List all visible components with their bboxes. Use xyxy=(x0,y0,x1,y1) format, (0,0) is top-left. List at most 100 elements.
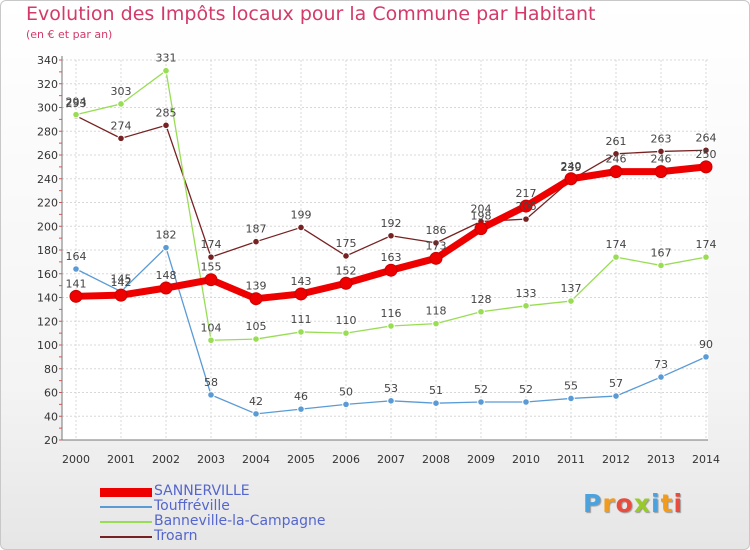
data-point xyxy=(72,110,80,119)
legend-swatch xyxy=(100,521,152,523)
legend-swatch xyxy=(100,487,152,497)
data-point xyxy=(477,307,485,316)
y-tick-label: 260 xyxy=(37,149,58,162)
data-label: 204 xyxy=(471,203,492,216)
data-label: 46 xyxy=(294,390,308,403)
data-label: 331 xyxy=(156,52,177,65)
data-point xyxy=(432,399,440,407)
data-point xyxy=(519,199,533,213)
data-label: 187 xyxy=(246,223,267,236)
chart-subtitle: (en € et par an) xyxy=(26,28,113,41)
data-point xyxy=(339,276,353,290)
x-tick-label: 2004 xyxy=(242,453,270,466)
data-point xyxy=(252,237,260,246)
data-label: 250 xyxy=(696,148,717,161)
data-point xyxy=(297,405,305,413)
data-point xyxy=(114,288,128,302)
y-tick-label: 180 xyxy=(37,244,58,257)
data-point xyxy=(657,147,665,156)
data-point xyxy=(567,297,575,305)
data-label: 174 xyxy=(201,238,222,251)
data-label: 128 xyxy=(471,293,492,306)
data-point xyxy=(204,273,218,287)
x-tick-label: 2002 xyxy=(152,453,180,466)
legend-swatch xyxy=(100,506,152,508)
data-point xyxy=(207,391,215,399)
data-point xyxy=(117,134,125,143)
data-point xyxy=(207,336,215,345)
data-label: 145 xyxy=(111,273,132,286)
data-point xyxy=(654,165,668,179)
data-point xyxy=(342,329,350,337)
chart-title: Evolution des Impôts locaux pour la Comm… xyxy=(26,3,596,25)
x-tick-label: 2014 xyxy=(692,453,720,466)
data-point xyxy=(384,263,398,277)
data-point xyxy=(117,100,125,108)
data-label: 264 xyxy=(696,131,717,144)
data-label: 55 xyxy=(564,379,578,392)
data-label: 192 xyxy=(381,217,402,230)
data-point xyxy=(657,373,665,381)
data-label: 57 xyxy=(609,377,623,390)
data-label: 52 xyxy=(474,383,488,396)
data-label: 110 xyxy=(336,314,357,327)
data-label: 42 xyxy=(249,395,263,408)
y-tick-label: 300 xyxy=(37,102,58,115)
data-point xyxy=(162,66,170,75)
x-tick-label: 2009 xyxy=(467,453,495,466)
data-label: 142 xyxy=(111,276,132,289)
data-label: 116 xyxy=(381,307,402,320)
x-tick-label: 2011 xyxy=(557,453,585,466)
x-tick-label: 2005 xyxy=(287,453,315,466)
data-label: 58 xyxy=(204,376,218,389)
x-tick-label: 2008 xyxy=(422,453,450,466)
data-label: 173 xyxy=(426,239,447,252)
y-tick-label: 60 xyxy=(44,387,58,400)
data-point xyxy=(477,398,485,406)
data-point xyxy=(162,121,170,130)
data-label: 104 xyxy=(201,321,222,334)
legend-label: Troarn xyxy=(154,528,198,544)
data-point xyxy=(207,253,215,261)
legend-swatch xyxy=(100,536,152,538)
y-tick-label: 280 xyxy=(37,125,58,138)
data-point xyxy=(432,239,440,247)
data-label: 111 xyxy=(291,313,312,326)
x-tick-label: 2000 xyxy=(62,453,90,466)
data-point xyxy=(297,328,305,336)
x-tick-label: 2003 xyxy=(197,453,225,466)
data-point xyxy=(657,261,665,270)
y-tick-label: 140 xyxy=(37,292,58,305)
data-point xyxy=(474,222,488,236)
data-label: 274 xyxy=(111,119,132,132)
x-tick-label: 2010 xyxy=(512,453,540,466)
data-label: 164 xyxy=(66,250,87,263)
plot-area xyxy=(62,60,708,440)
x-tick-label: 2013 xyxy=(647,453,675,466)
data-label: 240 xyxy=(561,160,582,173)
data-point xyxy=(387,322,395,330)
y-tick-label: 200 xyxy=(37,220,58,233)
data-label: 246 xyxy=(651,153,672,166)
data-point xyxy=(702,253,710,261)
data-point xyxy=(252,335,260,343)
y-tick-label: 160 xyxy=(37,268,58,281)
data-point xyxy=(612,392,620,400)
data-label: 51 xyxy=(429,384,443,397)
data-point xyxy=(249,292,263,306)
legend-label: Touffréville xyxy=(154,498,230,514)
y-tick-label: 120 xyxy=(37,315,58,328)
data-point xyxy=(162,243,170,252)
data-label: 246 xyxy=(606,153,627,166)
data-point xyxy=(252,410,260,418)
data-point xyxy=(564,172,578,186)
y-tick-label: 340 xyxy=(37,54,58,67)
data-point xyxy=(294,287,308,301)
data-label: 133 xyxy=(516,287,537,300)
data-label: 105 xyxy=(246,320,267,333)
data-label: 152 xyxy=(336,264,357,277)
data-label: 143 xyxy=(291,275,312,288)
data-label: 263 xyxy=(651,132,672,145)
legend-item: SANNERVILLE xyxy=(100,484,400,499)
data-label: 261 xyxy=(606,135,627,148)
